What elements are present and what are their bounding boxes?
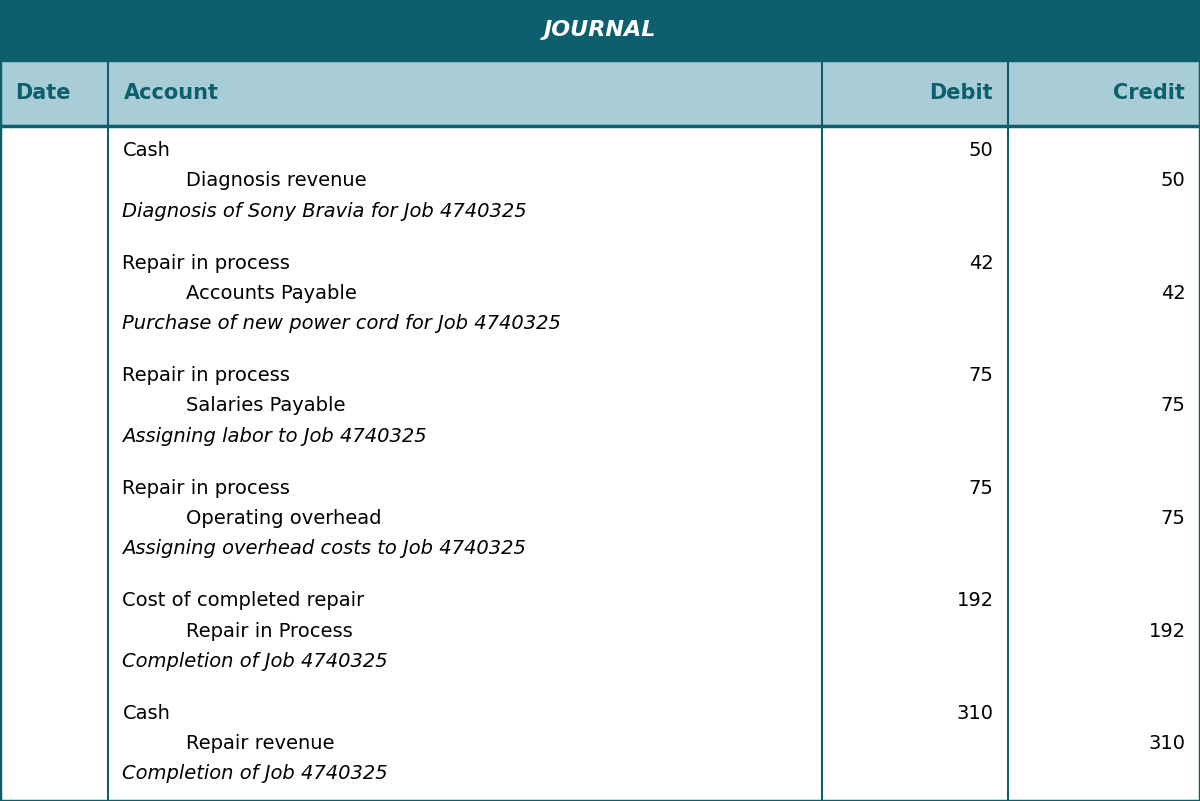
Text: Completion of Job 4740325: Completion of Job 4740325 xyxy=(122,764,388,783)
Bar xyxy=(0,126,1200,801)
Text: Assigning overhead costs to Job 4740325: Assigning overhead costs to Job 4740325 xyxy=(122,539,527,558)
Bar xyxy=(0,60,1200,126)
Text: Repair in process: Repair in process xyxy=(122,479,290,497)
Text: 310: 310 xyxy=(1148,734,1186,753)
Text: Cash: Cash xyxy=(122,141,170,160)
Text: Operating overhead: Operating overhead xyxy=(186,509,382,528)
Text: JOURNAL: JOURNAL xyxy=(544,20,656,40)
Text: Credit: Credit xyxy=(1112,83,1184,103)
Text: Cost of completed repair: Cost of completed repair xyxy=(122,591,365,610)
Text: 42: 42 xyxy=(1160,284,1186,303)
Text: Repair in process: Repair in process xyxy=(122,366,290,385)
Text: Accounts Payable: Accounts Payable xyxy=(186,284,356,303)
Text: Salaries Payable: Salaries Payable xyxy=(186,396,346,416)
Text: 50: 50 xyxy=(968,141,994,160)
Text: Date: Date xyxy=(16,83,71,103)
Text: Assigning labor to Job 4740325: Assigning labor to Job 4740325 xyxy=(122,427,427,446)
Text: Cash: Cash xyxy=(122,704,170,723)
Text: 75: 75 xyxy=(1160,396,1186,416)
Text: 75: 75 xyxy=(1160,509,1186,528)
Text: 310: 310 xyxy=(956,704,994,723)
Text: Repair in process: Repair in process xyxy=(122,254,290,272)
Text: Completion of Job 4740325: Completion of Job 4740325 xyxy=(122,652,388,671)
Bar xyxy=(0,0,1200,60)
Text: 50: 50 xyxy=(1160,171,1186,191)
Text: 75: 75 xyxy=(968,479,994,497)
Text: Repair in Process: Repair in Process xyxy=(186,622,353,641)
Text: Diagnosis of Sony Bravia for Job 4740325: Diagnosis of Sony Bravia for Job 4740325 xyxy=(122,202,527,221)
Text: 75: 75 xyxy=(968,366,994,385)
Text: Account: Account xyxy=(124,83,218,103)
Text: Repair revenue: Repair revenue xyxy=(186,734,335,753)
Text: Diagnosis revenue: Diagnosis revenue xyxy=(186,171,367,191)
Text: 42: 42 xyxy=(968,254,994,272)
Text: 192: 192 xyxy=(956,591,994,610)
Text: 192: 192 xyxy=(1148,622,1186,641)
Text: Purchase of new power cord for Job 4740325: Purchase of new power cord for Job 47403… xyxy=(122,314,562,333)
Text: Debit: Debit xyxy=(929,83,992,103)
